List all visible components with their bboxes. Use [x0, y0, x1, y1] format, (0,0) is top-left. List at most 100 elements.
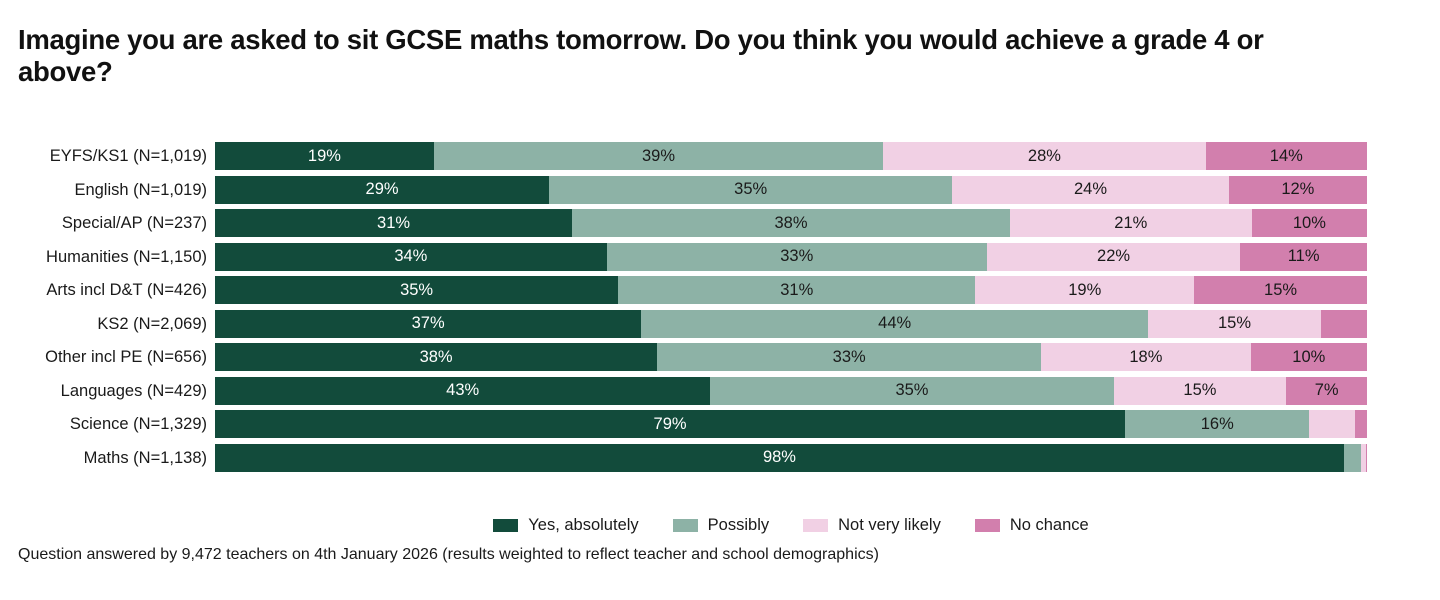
legend: Yes, absolutely Possibly Not very likely No… — [215, 516, 1367, 535]
value-label: 34% — [394, 247, 428, 265]
value-label: 35% — [400, 280, 434, 299]
bar-segment-not-very-likely: 15% — [1148, 309, 1321, 338]
bar-segment-yes-absolutely: 35% — [215, 276, 619, 304]
value-label: 29% — [365, 180, 399, 198]
legend-item-no-chance: No chance — [974, 515, 1089, 535]
bar-segment-yes-absolutely: 31% — [215, 209, 573, 237]
legend-item-yes-absolutely: Yes, absolutely — [493, 516, 639, 535]
chart-row: Languages (N=429) 43% 35% 15% 7% — [18, 376, 1367, 405]
legend-label: Possibly — [707, 515, 770, 534]
chart-row: Maths (N=1,138) 98% — [18, 443, 1367, 472]
value-label: 98% — [762, 448, 796, 466]
category-label: Maths (N=1,138) — [83, 448, 207, 467]
bar-segment-possibly: 39% — [433, 142, 884, 170]
value-label: 43% — [446, 381, 480, 399]
chart-row: KS2 (N=2,069) 37% 44% 15% — [18, 309, 1367, 338]
value-label: 24% — [1073, 180, 1108, 198]
legend-item-possibly: Possibly — [672, 515, 770, 535]
chart-row: English (N=1,019) 29% 35% 24% 12% — [18, 175, 1367, 204]
value-label: 22% — [1097, 247, 1131, 265]
bar-segment-possibly: 31% — [618, 276, 976, 304]
page-title: Imagine you are asked to sit GCSE maths … — [18, 24, 1422, 88]
stacked-bar: 98% — [215, 443, 1367, 472]
value-label: 31% — [377, 213, 411, 232]
bar-segment-not-very-likely — [1309, 410, 1356, 438]
bar-segment-possibly: 44% — [641, 309, 1149, 338]
value-label: 33% — [832, 347, 866, 366]
page-title-line1: Imagine you are asked to sit GCSE maths … — [18, 24, 1264, 55]
stacked-bar: 34% 33% 22% 11% — [215, 242, 1367, 271]
value-label: 11% — [1287, 247, 1320, 265]
stacked-bar: 29% 35% 24% 12% — [215, 175, 1367, 204]
category-label: Arts incl D&T (N=426) — [46, 281, 207, 299]
bar-segment-no-chance: 10% — [1250, 343, 1367, 371]
value-label: 79% — [653, 414, 687, 433]
chart-row: Arts incl D&T (N=426) 35% 31% 19% 15% — [18, 276, 1367, 304]
bar-segment-no-chance: 10% — [1251, 209, 1367, 237]
bar-segment-not-very-likely: 18% — [1041, 343, 1251, 371]
stacked-bar: 79% 16% — [215, 410, 1367, 438]
legend-swatch-yes-absolutely — [493, 518, 519, 532]
legend-swatch-possibly — [672, 518, 698, 532]
stacked-bar: 37% 44% 15% — [215, 309, 1367, 338]
stacked-bar: 31% 38% 21% 10% — [215, 209, 1367, 237]
stacked-bar: 35% 31% 19% 15% — [215, 276, 1367, 304]
category-label: Other incl PE (N=656) — [45, 348, 207, 366]
value-label: 19% — [307, 146, 341, 165]
bar-segment-no-chance: 12% — [1228, 175, 1367, 204]
value-label: 10% — [1292, 347, 1326, 366]
value-label: 44% — [878, 314, 912, 332]
value-label: 21% — [1114, 213, 1148, 232]
chart-row: Science (N=1,329) 79% 16% — [18, 410, 1367, 438]
value-label: 7% — [1314, 381, 1339, 399]
legend-label: No chance — [1009, 515, 1089, 534]
bar-segment-yes-absolutely: 38% — [215, 343, 658, 371]
bar-segment-possibly: 38% — [572, 209, 1010, 237]
bar-segment-yes-absolutely: 43% — [215, 376, 711, 405]
value-label: 15% — [1217, 314, 1252, 332]
chart-row: Special/AP (N=237) 31% 38% 21% 10% — [18, 209, 1367, 237]
bar-segment-possibly: 35% — [549, 175, 953, 204]
bar-segment-no-chance — [1365, 443, 1367, 472]
value-label: 38% — [419, 347, 453, 366]
value-label: 35% — [734, 180, 768, 198]
category-label: Humanities (N=1,150) — [46, 247, 207, 266]
value-label: 31% — [780, 280, 814, 299]
legend-item-not-very-likely: Not very likely — [803, 516, 941, 535]
value-label: 12% — [1281, 180, 1315, 198]
category-label: EYFS/KS1 (N=1,019) — [49, 147, 207, 165]
value-label: 15% — [1264, 280, 1298, 299]
bar-segment-yes-absolutely: 98% — [215, 443, 1344, 472]
stacked-bar: 19% 39% 28% 14% — [215, 142, 1367, 170]
bar-segment-no-chance — [1320, 309, 1367, 338]
bar-segment-not-very-likely: 21% — [1009, 209, 1252, 237]
bar-segment-possibly: 33% — [657, 343, 1042, 371]
category-label: Science (N=1,329) — [69, 415, 207, 433]
stacked-bar: 43% 35% 15% 7% — [215, 376, 1367, 405]
legend-swatch-no-chance — [974, 518, 1000, 532]
category-label: English (N=1,019) — [74, 180, 207, 199]
bar-segment-no-chance: 15% — [1194, 276, 1367, 304]
value-label: 19% — [1068, 280, 1102, 299]
value-label: 14% — [1269, 146, 1303, 165]
category-label: KS2 (N=2,069) — [97, 314, 207, 333]
value-label: 38% — [774, 213, 808, 232]
chart-row: EYFS/KS1 (N=1,019) 19% 39% 28% 14% — [18, 142, 1367, 170]
bar-segment-not-very-likely: 24% — [952, 175, 1229, 204]
value-label: 15% — [1183, 381, 1217, 399]
bar-segment-not-very-likely: 28% — [883, 142, 1206, 170]
category-label: Special/AP (N=237) — [61, 214, 207, 232]
stacked-bar: 38% 33% 18% 10% — [215, 343, 1367, 371]
value-label: 35% — [895, 381, 929, 399]
value-label: 33% — [780, 247, 814, 265]
value-label: 28% — [1027, 146, 1061, 165]
bar-segment-not-very-likely — [1361, 443, 1366, 472]
bar-segment-no-chance: 7% — [1286, 376, 1367, 405]
bar-segment-no-chance: 11% — [1240, 242, 1367, 271]
bar-segment-possibly: 16% — [1125, 410, 1310, 438]
bar-segment-possibly: 35% — [710, 376, 1114, 405]
bar-segment-yes-absolutely: 19% — [215, 142, 434, 170]
value-label: 39% — [641, 146, 676, 165]
bar-segment-yes-absolutely: 29% — [215, 175, 550, 204]
